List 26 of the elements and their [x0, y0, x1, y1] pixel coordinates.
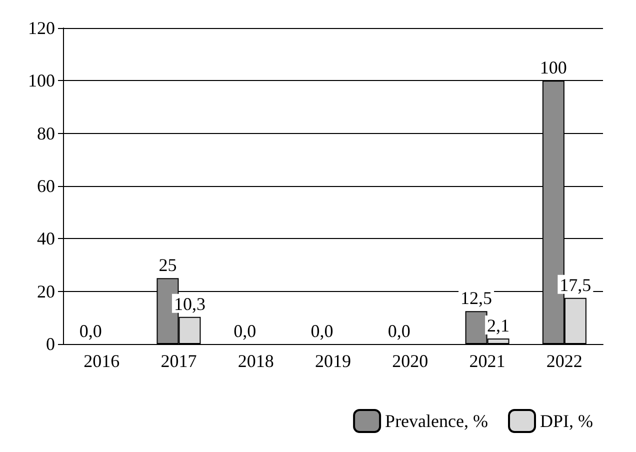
data-label: 17,5 [560, 274, 592, 295]
data-label: 10,3 [174, 294, 206, 314]
data-label: 12,5 [460, 288, 492, 308]
x-tick-label: 2021 [469, 351, 506, 371]
x-tick-label: 2018 [238, 351, 274, 371]
y-tick-label: 100 [28, 70, 55, 91]
data-label: 25 [158, 255, 177, 276]
x-tick-label: 2019 [315, 351, 351, 371]
legend-label: Prevalence, % [385, 411, 488, 431]
data-label: 0,0 [234, 321, 256, 341]
data-label: 0,0 [388, 321, 410, 341]
data-label: 100 [540, 58, 567, 78]
y-tick-label: 20 [37, 281, 55, 302]
y-tick-label: 80 [37, 123, 55, 144]
data-label: 0,0 [310, 321, 334, 341]
y-tick-label: 0 [46, 334, 55, 354]
y-tick-label: 120 [28, 18, 55, 38]
x-tick-label: 2020 [392, 351, 428, 371]
x-tick-label: 2017 [160, 351, 197, 371]
data-label: 0,0 [79, 321, 102, 341]
y-tick-label: 60 [37, 176, 55, 196]
y-tick-label: 40 [37, 228, 55, 249]
legend-label: DPI, % [540, 411, 594, 431]
x-tick-label: 2022 [546, 351, 582, 371]
data-label: 2,1 [487, 315, 510, 336]
x-tick-label: 2016 [84, 351, 120, 371]
